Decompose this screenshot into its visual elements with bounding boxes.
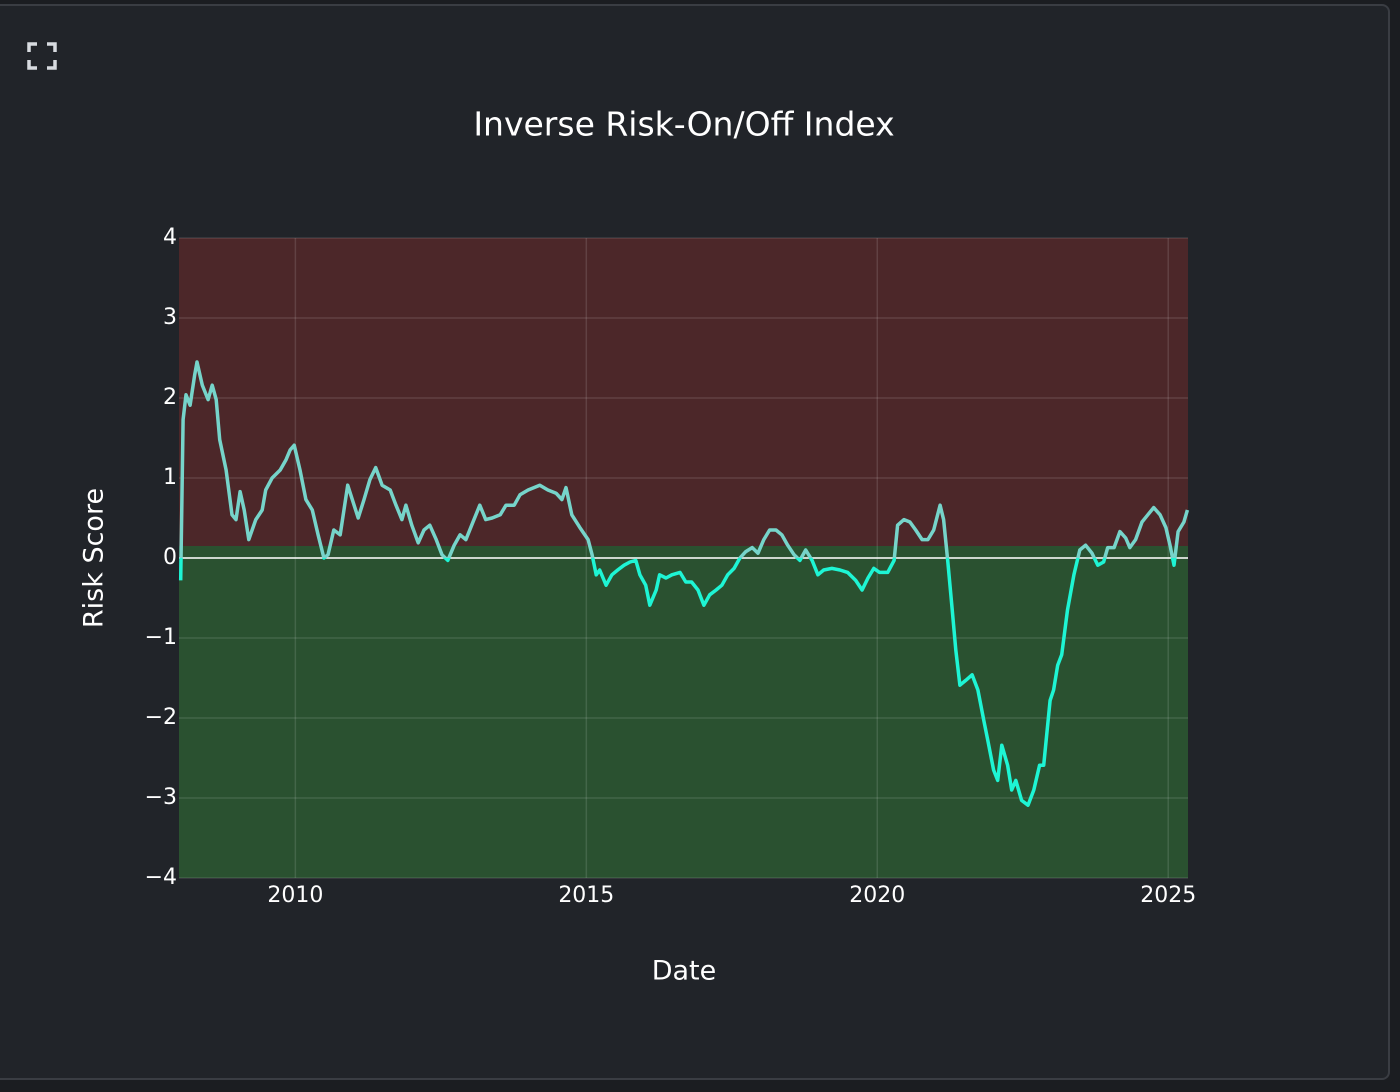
chart-title: Inverse Risk-On/Off Index bbox=[473, 105, 894, 144]
y-tick-label: −3 bbox=[145, 785, 177, 810]
y-tick-label: 0 bbox=[163, 545, 177, 570]
zone bbox=[179, 238, 1188, 546]
x-axis-label: Date bbox=[652, 956, 717, 987]
y-tick-label: 3 bbox=[163, 305, 177, 330]
x-tick-label: 2010 bbox=[267, 883, 323, 908]
y-axis-label: Risk Score bbox=[79, 488, 110, 628]
fullscreen-icon[interactable] bbox=[27, 42, 57, 70]
y-tick-label: −1 bbox=[145, 625, 177, 650]
y-tick-label: 4 bbox=[163, 225, 177, 250]
x-tick-label: 2025 bbox=[1140, 883, 1196, 908]
zone bbox=[179, 546, 1188, 878]
x-tick-label: 2015 bbox=[558, 883, 614, 908]
y-tick-label: −4 bbox=[145, 865, 177, 890]
y-tick-label: 1 bbox=[163, 465, 177, 490]
y-tick-label: 2 bbox=[163, 385, 177, 410]
y-tick-label: −2 bbox=[145, 705, 177, 730]
line bbox=[178, 360, 1190, 807]
x-tick-label: 2020 bbox=[849, 883, 905, 908]
